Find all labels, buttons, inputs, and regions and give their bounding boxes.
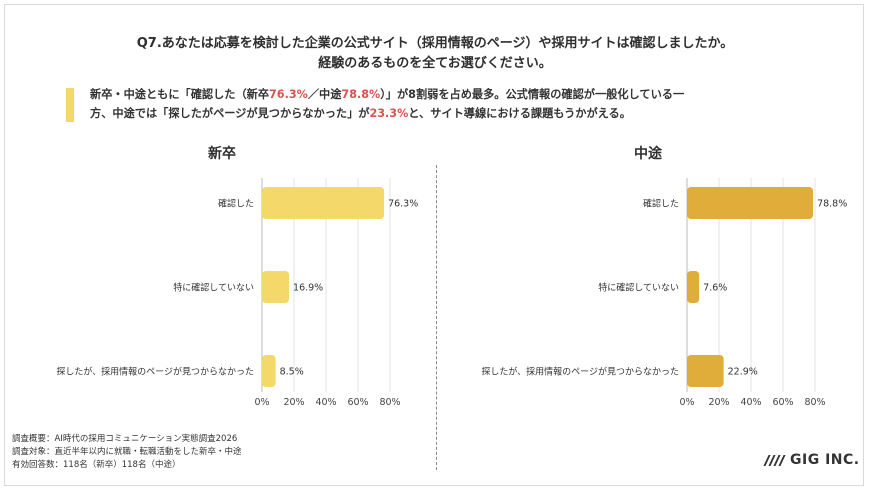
summary-text: 新卒・中途ともに「確認した（新卒76.3%／中途78.8%）」が8割弱を占め最多… [90, 85, 850, 123]
summary-line1: 新卒・中途ともに「確認した（新卒76.3%／中途78.8%）」が8割弱を占め最多… [90, 85, 850, 104]
x-tick-label: 80% [804, 397, 825, 408]
bar [262, 355, 276, 387]
bar [687, 187, 814, 219]
x-tick-label: 80% [379, 397, 400, 408]
question-title-line2: 経験のあるものを全てお選びください。 [318, 56, 552, 71]
question-title: Q7.あなたは応募を検討した企業の公式サイト（採用情報のページ）や採用サイトは確… [0, 34, 870, 74]
summary-accent-bar [66, 88, 74, 122]
chart-title-mid-career: 中途 [634, 146, 662, 162]
category-label: 確認した [218, 198, 254, 210]
company-logo: GIG INC. [763, 452, 860, 468]
bar [262, 271, 290, 303]
summary-line1-a: 新卒・中途ともに「確認した（新卒 [90, 88, 270, 101]
summary-highlight-notfound: 23.3% [369, 107, 409, 120]
summary-line2-c: と、サイト導線における課題もうかがえる。 [408, 107, 631, 120]
x-tick-label: 60% [772, 397, 793, 408]
bar [262, 187, 385, 219]
x-tick-label: 20% [283, 397, 304, 408]
footer-line2: 調査対象：直近半年以内に就職・転職活動をした新卒・中途 [12, 447, 242, 457]
summary-line2: 方、中途では「探したがページが見つからなかった」が23.3%と、サイト導線におけ… [90, 104, 850, 123]
question-title-line1: Q7.あなたは応募を検討した企業の公式サイト（採用情報のページ）や採用サイトは確… [136, 36, 734, 51]
chart-title-new-grad: 新卒 [208, 146, 236, 162]
data-label: 8.5% [280, 367, 304, 378]
category-label: 特に確認していない [598, 282, 679, 294]
x-tick-label: 40% [740, 397, 761, 408]
bar [687, 271, 700, 303]
summary-line2-a: 方、中途では「探したがページが見つからなかった」が [90, 107, 370, 120]
data-label: 22.9% [728, 367, 758, 378]
category-label: 確認した [643, 198, 679, 210]
panel-divider [436, 165, 437, 470]
x-tick-label: 0% [254, 397, 269, 408]
data-label: 76.3% [388, 199, 418, 210]
summary-line1-e: ）」が8割弱を占め最多。公式情報の確認が一般化している一 [380, 88, 685, 101]
summary-highlight-mid: 78.8% [341, 88, 381, 101]
summary-line1-c: ／中途 [307, 88, 342, 101]
x-tick-label: 60% [347, 397, 368, 408]
footer-line1: 調査概要：AI時代の採用コミュニケーション実態調査2026 [12, 434, 238, 444]
x-tick-label: 20% [708, 397, 729, 408]
x-tick-label: 0% [679, 397, 694, 408]
category-label: 探したが、採用情報のページが見つからなかった [481, 366, 679, 378]
survey-footer: 調査概要：AI時代の採用コミュニケーション実態調査2026 調査対象：直近半年以… [12, 433, 242, 472]
summary-highlight-new: 76.3% [269, 88, 308, 101]
x-tick-label: 40% [315, 397, 336, 408]
category-label: 探したが、採用情報のページが見つからなかった [56, 366, 254, 378]
logo-mark-icon [763, 454, 786, 466]
bar [687, 355, 724, 387]
data-label: 78.8% [817, 199, 847, 210]
slide-frame [4, 4, 864, 486]
data-label: 7.6% [703, 283, 727, 294]
category-label: 特に確認していない [173, 282, 254, 294]
footer-line3: 有効回答数：118名（新卒）118名（中途） [12, 460, 181, 470]
data-label: 16.9% [293, 283, 323, 294]
logo-text: GIG INC. [790, 452, 860, 468]
